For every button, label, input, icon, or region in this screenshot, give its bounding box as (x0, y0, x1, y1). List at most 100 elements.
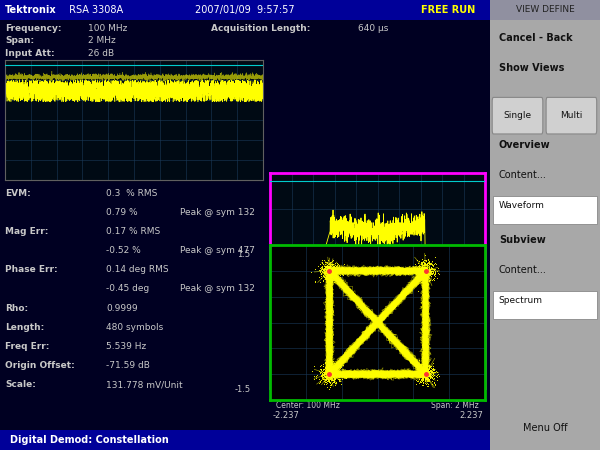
Point (333, 371, 343, 378)
Point (328, 268, 338, 275)
Point (326, 273, 336, 280)
Point (422, 377, 432, 384)
Text: -0.45 deg: -0.45 deg (106, 284, 149, 293)
Point (319, 274, 329, 281)
Point (320, 373, 330, 380)
Point (323, 373, 333, 380)
Point (325, 270, 334, 277)
Point (325, 375, 334, 382)
Point (411, 276, 421, 284)
Point (422, 270, 432, 277)
Point (427, 371, 436, 378)
Point (327, 370, 337, 378)
Point (317, 264, 326, 271)
Point (324, 378, 334, 385)
Point (421, 269, 430, 276)
Point (419, 374, 428, 381)
Point (321, 373, 331, 380)
Point (328, 269, 338, 276)
Point (425, 268, 434, 275)
Point (426, 372, 436, 379)
Point (314, 266, 323, 274)
Point (316, 270, 326, 277)
Point (316, 263, 325, 270)
Point (311, 373, 320, 380)
Point (324, 269, 334, 276)
Point (319, 372, 329, 379)
Point (421, 268, 430, 275)
Text: -1.5: -1.5 (235, 385, 251, 394)
Point (322, 265, 332, 272)
Point (335, 375, 345, 382)
Point (323, 368, 333, 375)
Point (418, 374, 427, 382)
Point (425, 271, 434, 278)
Point (316, 278, 325, 285)
Point (423, 381, 433, 388)
Point (323, 268, 332, 275)
Point (418, 260, 427, 267)
Point (322, 266, 331, 274)
Point (325, 265, 335, 272)
Point (419, 265, 428, 272)
Bar (493, 196, 597, 224)
Point (323, 377, 332, 384)
Point (422, 271, 432, 279)
Point (421, 374, 430, 382)
Point (317, 369, 327, 376)
Point (330, 259, 340, 266)
Point (316, 367, 326, 374)
Point (419, 369, 428, 377)
Point (426, 369, 436, 376)
Point (325, 367, 334, 374)
Point (422, 370, 432, 377)
Point (422, 369, 431, 377)
Point (426, 363, 436, 370)
Point (331, 264, 341, 271)
Point (421, 269, 430, 276)
Point (418, 376, 427, 383)
Point (421, 276, 430, 284)
Point (322, 373, 332, 380)
Point (330, 371, 340, 378)
Point (424, 266, 434, 273)
Point (421, 277, 430, 284)
Point (431, 260, 440, 267)
Point (319, 273, 329, 280)
Point (415, 269, 425, 276)
Point (425, 276, 434, 284)
Point (330, 367, 340, 374)
Point (320, 266, 330, 273)
Point (321, 361, 331, 368)
Point (419, 260, 429, 267)
Point (311, 266, 320, 273)
Point (421, 261, 431, 269)
Text: VIEW DEFINE: VIEW DEFINE (515, 5, 574, 14)
Point (416, 270, 425, 277)
Point (419, 269, 429, 276)
Point (420, 261, 430, 268)
Point (416, 272, 426, 279)
Text: 0.17 % RMS: 0.17 % RMS (106, 227, 160, 236)
Point (416, 271, 425, 278)
Point (323, 259, 332, 266)
Point (416, 266, 425, 273)
Point (322, 367, 332, 374)
Point (418, 373, 428, 380)
Point (323, 362, 333, 369)
Point (421, 364, 430, 372)
Point (321, 375, 331, 382)
Point (415, 371, 424, 378)
Point (321, 269, 331, 276)
Point (329, 266, 339, 273)
Point (419, 273, 428, 280)
Point (327, 261, 337, 268)
Point (429, 270, 439, 277)
Point (422, 276, 432, 284)
Point (331, 274, 341, 281)
Point (421, 365, 430, 373)
Point (329, 268, 338, 275)
Point (323, 373, 333, 380)
Point (326, 365, 335, 372)
Point (328, 274, 338, 282)
